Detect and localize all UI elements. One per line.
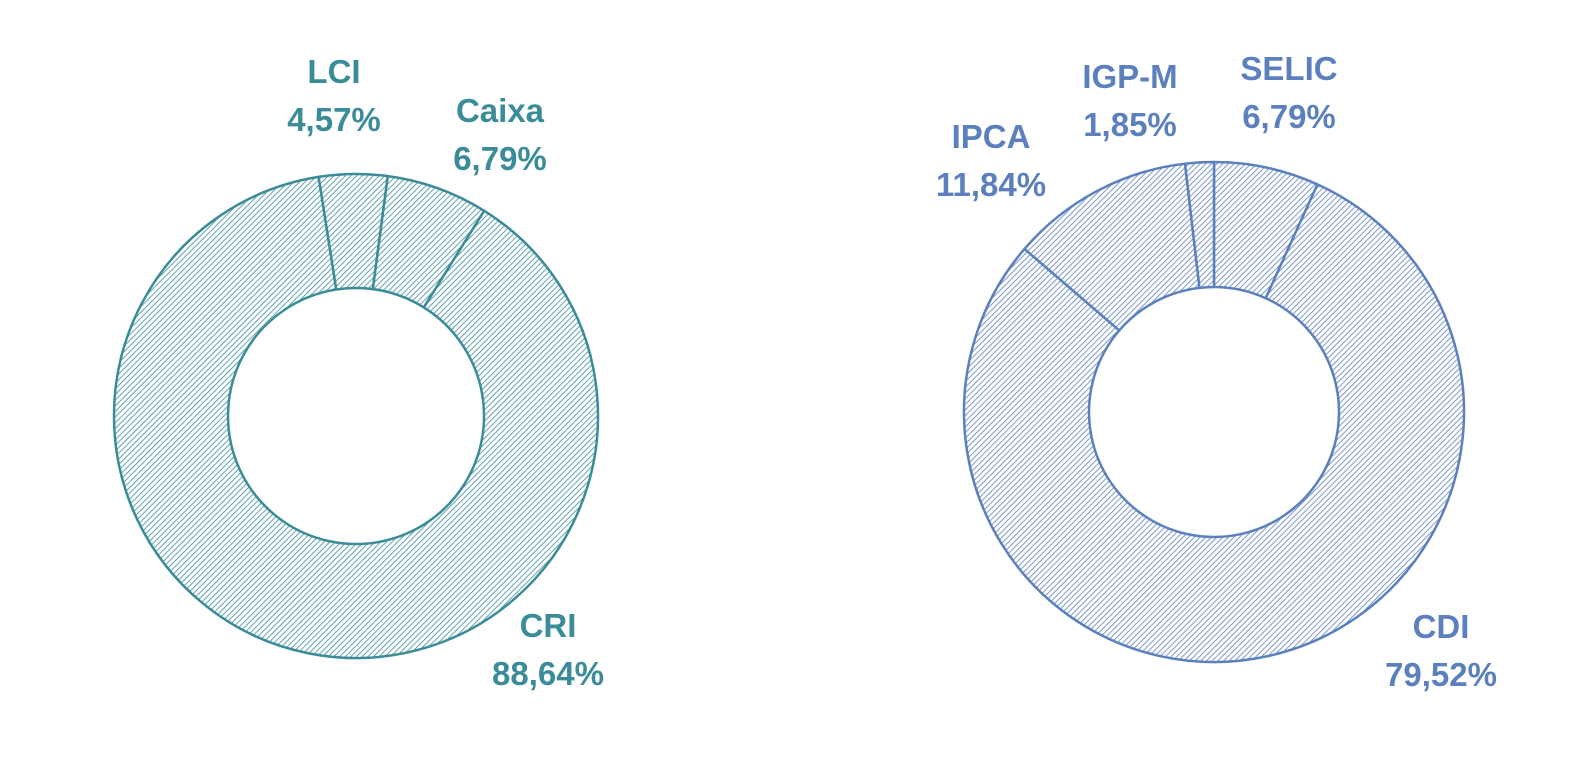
chart-indexers: SELIC 6,79% CDI 79,52% IPCA 11,84% IGP-M 1,85%	[936, 50, 1497, 693]
chart-instruments: LCI 4,57% Caixa 6,79% CRI 88,64%	[112, 53, 604, 692]
slice-value-lci: 4,57%	[287, 101, 381, 138]
slice-label-cdi: CDI	[1413, 608, 1470, 645]
slice-label-cri: CRI	[520, 607, 577, 644]
slice-value-cdi: 79,52%	[1385, 656, 1497, 693]
slice-value-ipca: 11,84%	[936, 166, 1046, 203]
slice-value-caixa: 6,79%	[453, 140, 547, 177]
slice-label-selic: SELIC	[1240, 50, 1337, 87]
slice-label-lci: LCI	[307, 53, 360, 90]
slice-value-igp-m: 1,85%	[1083, 106, 1177, 143]
slice-ipca	[1023, 162, 1201, 332]
slice-value-selic: 6,79%	[1242, 98, 1336, 135]
slice-label-caixa: Caixa	[456, 92, 545, 129]
slice-cri	[112, 175, 600, 660]
slice-label-igp-m: IGP-M	[1082, 58, 1177, 95]
slice-cdi	[962, 183, 1466, 664]
slice-value-cri: 88,64%	[492, 655, 604, 692]
slice-igp-m	[1183, 160, 1216, 290]
slice-label-ipca: IPCA	[952, 118, 1031, 155]
